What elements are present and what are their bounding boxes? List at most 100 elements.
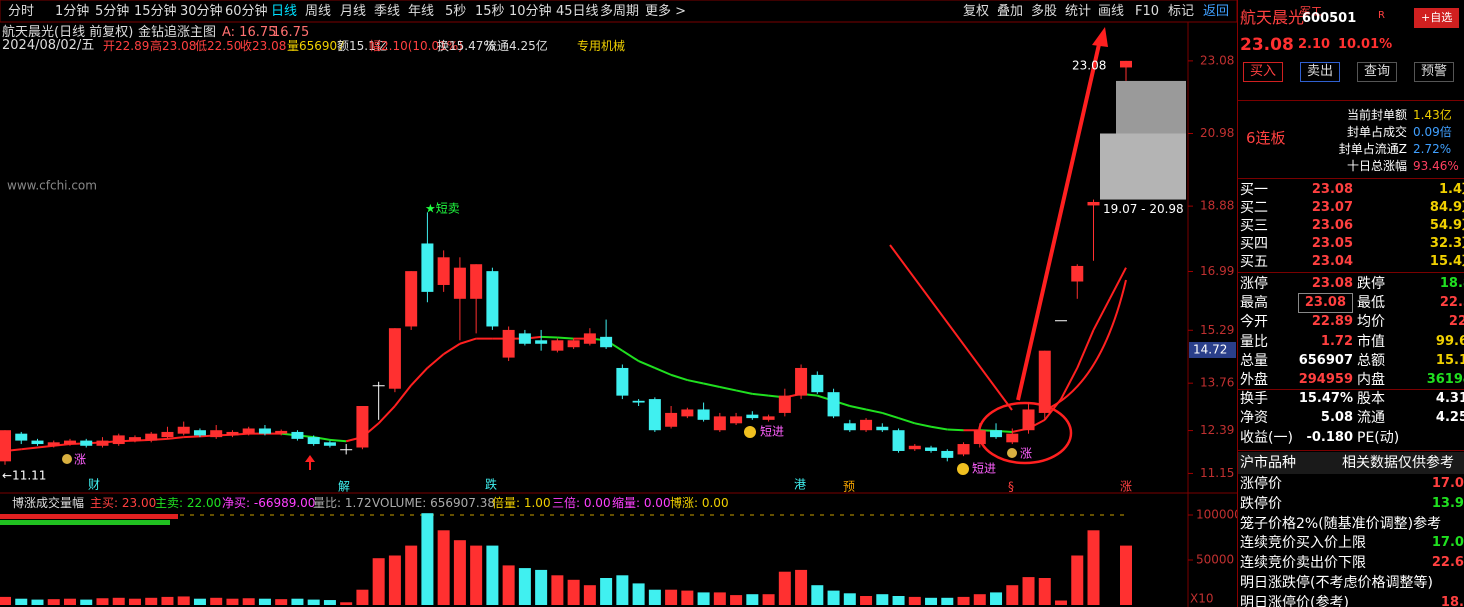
arrow-line xyxy=(1016,39,1102,401)
trade-button[interactable]: 查询 xyxy=(1357,62,1398,82)
toolbar-tab[interactable]: 季线 xyxy=(374,4,401,19)
price-zone xyxy=(1100,133,1186,200)
quote-label: 均价 xyxy=(1357,314,1385,331)
toolbar-tab[interactable]: 30分钟 xyxy=(180,4,223,19)
ma-segment xyxy=(459,337,477,345)
chart-annotation: 短进 xyxy=(760,425,784,439)
toolbar-tab[interactable]: 日线 xyxy=(271,4,298,19)
ma-segment xyxy=(735,389,753,395)
toolbar-button[interactable]: 画线 xyxy=(1098,4,1125,19)
toolbar-button[interactable]: 标记 xyxy=(1168,4,1195,19)
volume-bar xyxy=(1006,585,1019,605)
limit-label: 连续竞价买入价上限 xyxy=(1240,535,1366,552)
toolbar-tab[interactable]: 1分钟 xyxy=(55,4,90,19)
bid-volume: 32.3万 xyxy=(1429,236,1464,251)
ma-segment xyxy=(914,422,932,428)
quote-value: 361946 xyxy=(1426,372,1464,387)
candle-body xyxy=(860,419,873,431)
quote-value: 4.31亿 xyxy=(1435,391,1464,407)
quote-value: 23.08 xyxy=(1311,276,1353,291)
toolbar-tab[interactable]: 45日线 xyxy=(556,4,599,19)
toolbar-tab[interactable]: 周线 xyxy=(305,4,332,19)
volume-bar xyxy=(210,597,223,605)
seal-label: 当前封单额 xyxy=(1346,108,1407,122)
quote-label: 总额 xyxy=(1357,352,1385,369)
bid-label: 买二 xyxy=(1240,200,1268,216)
trade-button[interactable]: 预警 xyxy=(1414,62,1455,82)
volume-bar xyxy=(470,545,483,605)
toolbar-tab[interactable]: 5分钟 xyxy=(95,4,130,19)
toolbar-tab[interactable]: 年线 xyxy=(408,4,435,19)
volume-bar xyxy=(96,598,109,605)
volume-stat: 净买: -66989.00 xyxy=(222,496,316,510)
candle-body xyxy=(990,430,1003,438)
toolbar-tab[interactable]: 5秒 xyxy=(445,4,467,19)
candle-body xyxy=(925,447,938,451)
toolbar-tab[interactable]: 10分钟 xyxy=(509,4,552,19)
seal-label: 封单占成交 xyxy=(1346,125,1407,139)
ma-segment xyxy=(898,417,916,425)
stock-flag: R xyxy=(1378,10,1385,21)
candle-body xyxy=(486,271,499,327)
trade-button[interactable]: 卖出 xyxy=(1300,62,1341,82)
toolbar-button[interactable]: 复权 xyxy=(963,4,990,19)
toolbar-button[interactable]: 叠加 xyxy=(997,4,1024,19)
volume-bar xyxy=(876,594,889,605)
candle-body xyxy=(356,406,369,448)
ma-segment xyxy=(557,336,574,340)
chart-annotation: ←11.11 xyxy=(2,469,46,483)
toolbar-tab[interactable]: 分时 xyxy=(8,4,35,19)
volume-bar xyxy=(307,599,320,605)
seal-label: 十日总涨幅 xyxy=(1346,159,1407,173)
volume-bar xyxy=(535,569,548,605)
ma-segment xyxy=(621,349,640,362)
candle-body xyxy=(730,416,743,424)
ma-segment xyxy=(541,335,558,339)
candle-body xyxy=(453,267,466,299)
toolbar-bg xyxy=(0,0,1237,23)
chart-annotation: 涨 xyxy=(1120,479,1132,494)
toolbar-button[interactable]: 多股 xyxy=(1031,4,1058,19)
volume-bar xyxy=(892,596,905,605)
last-price: 23.08 xyxy=(1240,35,1294,55)
toolbar-button[interactable]: 返回 xyxy=(1203,4,1230,19)
arrow-head xyxy=(1092,27,1108,47)
limit-value: 13.92 xyxy=(1431,495,1464,511)
toolbar-button[interactable]: F10 xyxy=(1135,4,1160,19)
candle-body xyxy=(551,340,564,351)
candle-body xyxy=(1071,265,1084,282)
ma-segment xyxy=(1108,267,1127,300)
volume-bar xyxy=(583,585,596,605)
quote-label: 换手 xyxy=(1240,391,1268,408)
chart-annotation: 涨 xyxy=(74,452,86,467)
volume-bar xyxy=(405,545,418,605)
toolbar-tab[interactable]: 60分钟 xyxy=(225,4,268,19)
toolbar-button[interactable]: 统计 xyxy=(1065,4,1092,19)
indicator-name: 金钻追涨主图 xyxy=(138,25,217,40)
seal-value: 1.43亿 xyxy=(1413,108,1452,122)
volume-bar xyxy=(827,590,840,605)
candle-body xyxy=(957,444,970,455)
toolbar-tab[interactable]: 多周期 xyxy=(600,4,640,19)
toolbar-tab[interactable]: 月线 xyxy=(340,4,367,19)
quote-value: 294959 xyxy=(1298,372,1353,387)
arrow-line xyxy=(889,244,1013,411)
bid-price: 23.06 xyxy=(1311,218,1353,233)
watch-button[interactable]: +自选 xyxy=(1414,8,1460,28)
price-tag: 14.72 xyxy=(1193,342,1227,356)
quote-label: 今开 xyxy=(1240,314,1268,331)
volume-bar xyxy=(193,598,206,605)
toolbar-tab[interactable]: 15秒 xyxy=(475,4,505,19)
candle-body xyxy=(1055,320,1068,322)
volume-bar xyxy=(80,599,93,605)
unit-label: X10 xyxy=(1190,592,1214,606)
ma-segment xyxy=(167,436,184,440)
y-tick-label: 16.99 xyxy=(1200,264,1234,278)
trade-button[interactable]: 买入 xyxy=(1243,62,1284,82)
volume-bar xyxy=(1022,577,1035,605)
ma-segment xyxy=(37,444,54,449)
limit-value: 18.7 xyxy=(1440,594,1464,607)
toolbar-tab[interactable]: 15分钟 xyxy=(134,4,177,19)
toolbar-tab[interactable]: 更多 > xyxy=(645,4,687,19)
